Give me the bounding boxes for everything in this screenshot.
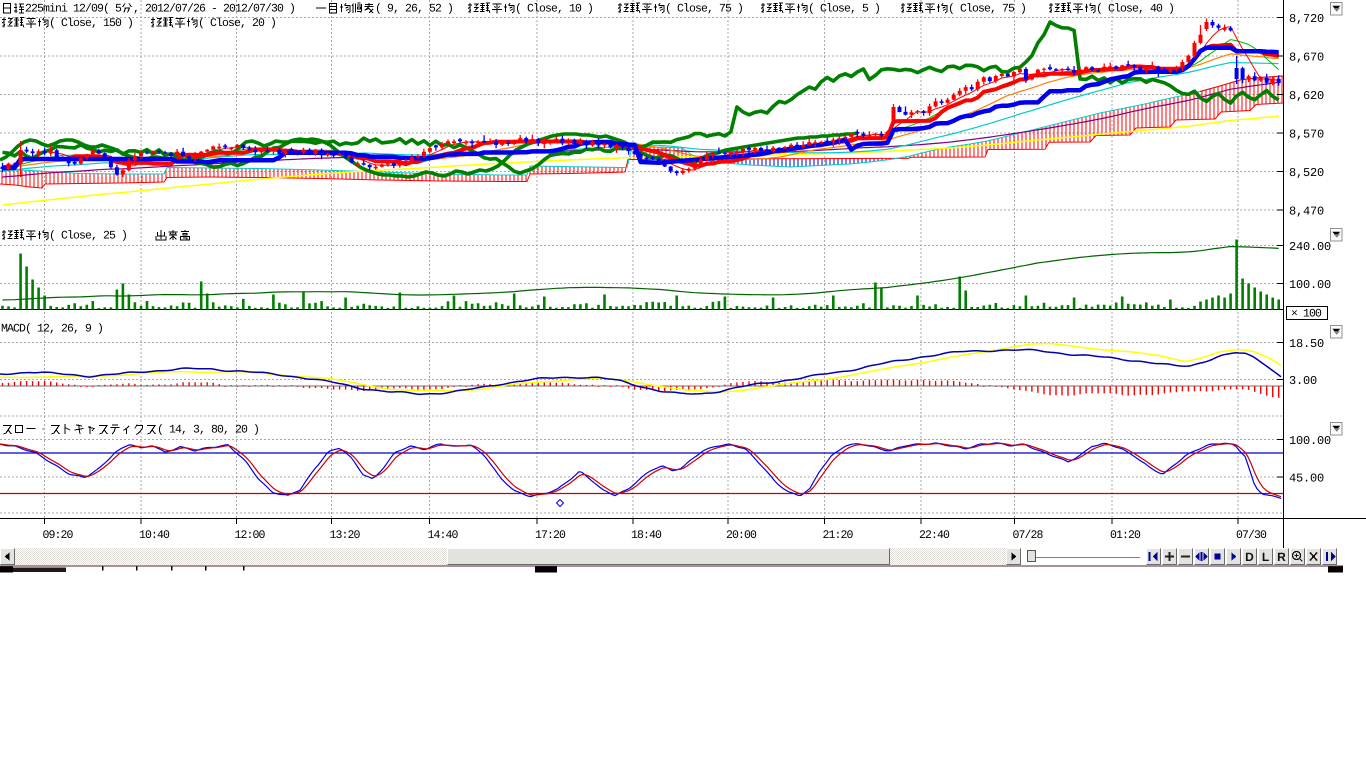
svg-text:( Close, 75 ): ( Close, 75 ) [665,3,743,16]
svg-text:( 9, 26, 52 ): ( 9, 26, 52 ) [375,3,453,16]
svg-text:07/30: 07/30 [1236,529,1267,542]
svg-text:17:20: 17:20 [535,529,566,542]
svg-text:100.00: 100.00 [1289,278,1331,292]
svg-text:12:00: 12:00 [235,529,266,542]
svg-text:8,620: 8,620 [1289,89,1324,103]
svg-text:100.00: 100.00 [1289,434,1331,448]
svg-text:( Close, 40 ): ( Close, 40 ) [1096,3,1174,16]
svg-text:14:40: 14:40 [428,529,459,542]
svg-text:( Close, 10 ): ( Close, 10 ) [515,3,593,16]
svg-text:R: R [1277,550,1286,564]
svg-text:13:20: 13:20 [330,529,361,542]
svg-text:MACD( 12, 26, 9 ): MACD( 12, 26, 9 ) [1,323,103,336]
svg-text:240.00: 240.00 [1289,240,1331,254]
svg-text:18.50: 18.50 [1289,337,1324,351]
svg-text:10:40: 10:40 [139,529,170,542]
svg-text:01:20: 01:20 [1110,529,1141,542]
svg-text:( Close, 5 ): ( Close, 5 ) [808,3,880,16]
svg-text:8,720: 8,720 [1289,12,1324,26]
svg-text:07/28: 07/28 [1013,529,1044,542]
svg-text:225mini 12/09( 5: 225mini 12/09( 5 [25,3,122,16]
svg-text:3.00: 3.00 [1289,374,1317,388]
svg-text:× 100: × 100 [1291,308,1322,321]
svg-text:8,520: 8,520 [1289,166,1324,180]
svg-text:( Close, 150 ): ( Close, 150 ) [49,17,133,30]
svg-text:8,470: 8,470 [1289,205,1324,219]
svg-text:21:20: 21:20 [823,529,854,542]
svg-text:( Close, 75 ): ( Close, 75 ) [948,3,1026,16]
svg-text:22:40: 22:40 [919,529,950,542]
svg-text:D: D [1245,550,1254,564]
svg-text:( Close, 20 ): ( Close, 20 ) [198,17,276,30]
svg-text:8,570: 8,570 [1289,128,1324,142]
svg-text:, 2012/07/26 - 2012/07/30 ): , 2012/07/26 - 2012/07/30 ) [133,3,295,16]
svg-text:09:20: 09:20 [43,529,74,542]
svg-text:18:40: 18:40 [631,529,662,542]
svg-text:L: L [1262,550,1269,564]
svg-text:45.00: 45.00 [1289,472,1324,486]
svg-text:8,670: 8,670 [1289,51,1324,65]
svg-text:( 14, 3, 80, 20 ): ( 14, 3, 80, 20 ) [157,424,259,437]
svg-text:( Close, 25 ): ( Close, 25 ) [49,230,127,243]
svg-text:20:00: 20:00 [726,529,757,542]
